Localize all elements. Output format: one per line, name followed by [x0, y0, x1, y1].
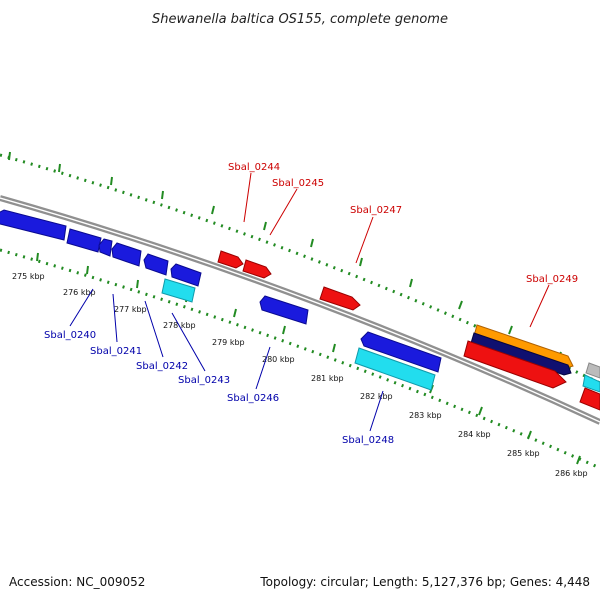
leader-line	[355, 216, 374, 264]
inner-tick	[282, 325, 286, 335]
outer-tick	[161, 190, 164, 200]
outer-tick	[409, 278, 413, 288]
accession-text: Accession: NC_009052	[9, 575, 145, 589]
outer-tick	[110, 176, 113, 186]
gene-label[interactable]: Sbal_0247	[350, 205, 402, 216]
gene-feature[interactable]	[463, 340, 567, 389]
leader-line	[144, 300, 164, 358]
leader-line	[529, 284, 550, 328]
topology-text: Topology: circular; Length: 5,127,376 bp…	[259, 575, 590, 589]
gene-label[interactable]: Sbal_0241	[90, 346, 142, 357]
inner-tick	[86, 265, 89, 275]
genome-backbone-highlight	[0, 197, 600, 423]
scale-label: 279 kbp	[212, 338, 245, 347]
outer-tick	[310, 238, 314, 248]
outer-tick	[211, 205, 215, 215]
leader-line	[243, 172, 252, 223]
leader-line	[171, 312, 206, 372]
gene-feature[interactable]	[319, 286, 361, 311]
gene-feature[interactable]	[217, 250, 244, 269]
inner-tick	[576, 455, 581, 465]
gene-label[interactable]: Sbal_0240	[44, 330, 96, 341]
scale-label: 275 kbp	[12, 272, 45, 281]
leader-line	[112, 293, 118, 343]
reverse-gene-labels: Sbal_0240 Sbal_0241 Sbal_0242 Sbal_0243 …	[44, 330, 394, 446]
inner-tick	[332, 343, 336, 353]
outer-tick	[8, 151, 11, 161]
gene-label[interactable]: Sbal_0248	[342, 435, 394, 446]
forward-strand-genes	[217, 250, 600, 411]
gene-label[interactable]: Sbal_0246	[227, 393, 279, 404]
gene-feature[interactable]	[170, 263, 202, 287]
inner-tick	[478, 406, 483, 416]
gene-label[interactable]: Sbal_0243	[178, 375, 230, 386]
scale-label: 277 kbp	[114, 305, 147, 314]
gene-feature[interactable]	[360, 331, 442, 373]
outer-tick	[458, 300, 463, 310]
gene-feature[interactable]	[111, 242, 142, 267]
forward-label-leaders	[243, 172, 550, 328]
inner-track-ring	[0, 248, 600, 470]
gene-feature[interactable]	[66, 228, 102, 253]
reverse-label-leaders	[69, 288, 384, 432]
inner-tick	[233, 308, 237, 318]
scale-label: 281 kbp	[311, 374, 344, 383]
scale-label: 286 kbp	[555, 469, 588, 478]
forward-gene-labels: Sbal_0244 Sbal_0245 Sbal_0247 Sbal_0249	[228, 162, 578, 285]
gene-feature[interactable]	[470, 332, 572, 376]
scale-label: 283 kbp	[409, 411, 442, 420]
gene-label[interactable]: Sbal_0244	[228, 162, 280, 173]
gene-feature[interactable]	[242, 259, 272, 279]
gene-label[interactable]: Sbal_0242	[136, 361, 188, 372]
gene-feature[interactable]	[582, 374, 600, 393]
gene-feature[interactable]	[354, 347, 436, 391]
leader-line	[369, 390, 384, 432]
scale-label: 276 kbp	[63, 288, 96, 297]
gene-label[interactable]: Sbal_0249	[526, 274, 578, 285]
reverse-strand-genes	[0, 209, 600, 393]
scale-labels: 275 kbp 276 kbp 277 kbp 278 kbp 279 kbp …	[12, 272, 588, 478]
outer-tick	[263, 221, 267, 231]
gene-feature[interactable]	[0, 209, 67, 241]
gene-feature[interactable]	[143, 253, 169, 276]
outer-tick	[58, 163, 61, 173]
gene-feature[interactable]	[585, 362, 600, 379]
outer-tick	[508, 325, 513, 335]
scale-label: 285 kbp	[507, 449, 540, 458]
map-title: Shewanella baltica OS155, complete genom…	[152, 12, 448, 27]
gene-feature[interactable]	[161, 278, 196, 303]
outer-track-ring	[0, 153, 600, 385]
gene-feature[interactable]	[98, 238, 113, 257]
outer-tick	[359, 257, 363, 267]
inner-tick	[527, 430, 532, 440]
inner-tick	[36, 252, 39, 262]
scale-label: 280 kbp	[262, 355, 295, 364]
scale-label: 284 kbp	[458, 430, 491, 439]
leader-line	[69, 288, 94, 327]
gene-feature[interactable]	[259, 295, 309, 325]
leader-line	[255, 346, 271, 390]
scale-label: 282 kbp	[360, 392, 393, 401]
gene-label[interactable]: Sbal_0245	[272, 178, 324, 189]
gene-feature[interactable]	[579, 387, 600, 411]
inner-tick	[136, 279, 139, 289]
leader-line	[269, 188, 298, 236]
